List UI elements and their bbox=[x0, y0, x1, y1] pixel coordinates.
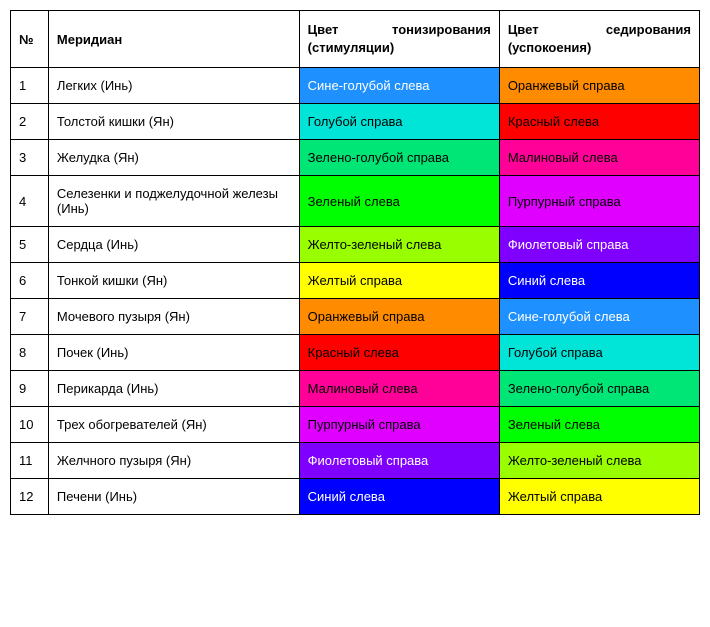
cell-meridian: Трех обогревателей (Ян) bbox=[48, 407, 299, 443]
cell-stimulation: Желто-зеленый слева bbox=[299, 227, 499, 263]
meridian-color-table: № Меридиан Цвет тонизирования (стимуляци… bbox=[10, 10, 700, 515]
cell-sedation: Оранжевый справа bbox=[499, 68, 699, 104]
cell-stimulation: Синий слева bbox=[299, 479, 499, 515]
cell-sedation: Зелено-голубой справа bbox=[499, 371, 699, 407]
cell-sedation: Малиновый слева bbox=[499, 140, 699, 176]
cell-num: 9 bbox=[11, 371, 49, 407]
cell-sedation: Зеленый слева bbox=[499, 407, 699, 443]
cell-meridian: Желудка (Ян) bbox=[48, 140, 299, 176]
cell-num: 4 bbox=[11, 176, 49, 227]
header-stimulation: Цвет тонизирования (стимуляции) bbox=[299, 11, 499, 68]
table-row: 5Сердца (Инь)Желто-зеленый слеваФиолетов… bbox=[11, 227, 700, 263]
table-row: 10Трех обогревателей (Ян)Пурпурный справ… bbox=[11, 407, 700, 443]
cell-stimulation: Желтый справа bbox=[299, 263, 499, 299]
cell-num: 11 bbox=[11, 443, 49, 479]
cell-sedation: Желтый справа bbox=[499, 479, 699, 515]
cell-stimulation: Оранжевый справа bbox=[299, 299, 499, 335]
table-row: 8Почек (Инь)Красный слеваГолубой справа bbox=[11, 335, 700, 371]
table-row: 4Селезенки и поджелудочной железы (Инь)З… bbox=[11, 176, 700, 227]
table-row: 7Мочевого пузыря (Ян)Оранжевый справаСин… bbox=[11, 299, 700, 335]
cell-num: 2 bbox=[11, 104, 49, 140]
cell-sedation: Синий слева bbox=[499, 263, 699, 299]
cell-meridian: Мочевого пузыря (Ян) bbox=[48, 299, 299, 335]
cell-sedation: Фиолетовый справа bbox=[499, 227, 699, 263]
table-row: 2Толстой кишки (Ян)Голубой справаКрасный… bbox=[11, 104, 700, 140]
cell-meridian: Толстой кишки (Ян) bbox=[48, 104, 299, 140]
cell-meridian: Желчного пузыря (Ян) bbox=[48, 443, 299, 479]
cell-meridian: Селезенки и поджелудочной железы (Инь) bbox=[48, 176, 299, 227]
cell-meridian: Легких (Инь) bbox=[48, 68, 299, 104]
cell-stimulation: Сине-голубой слева bbox=[299, 68, 499, 104]
cell-stimulation: Малиновый слева bbox=[299, 371, 499, 407]
cell-meridian: Тонкой кишки (Ян) bbox=[48, 263, 299, 299]
cell-num: 8 bbox=[11, 335, 49, 371]
cell-meridian: Почек (Инь) bbox=[48, 335, 299, 371]
header-meridian: Меридиан bbox=[48, 11, 299, 68]
cell-stimulation: Зелено-голубой справа bbox=[299, 140, 499, 176]
cell-meridian: Перикарда (Инь) bbox=[48, 371, 299, 407]
header-num: № bbox=[11, 11, 49, 68]
table-row: 11Желчного пузыря (Ян)Фиолетовый справаЖ… bbox=[11, 443, 700, 479]
cell-sedation: Сине-голубой слева bbox=[499, 299, 699, 335]
cell-sedation: Голубой справа bbox=[499, 335, 699, 371]
table-row: 12Печени (Инь)Синий слеваЖелтый справа bbox=[11, 479, 700, 515]
cell-num: 5 bbox=[11, 227, 49, 263]
table-row: 1Легких (Инь)Сине-голубой слеваОранжевый… bbox=[11, 68, 700, 104]
cell-stimulation: Голубой справа bbox=[299, 104, 499, 140]
cell-stimulation: Красный слева bbox=[299, 335, 499, 371]
cell-meridian: Печени (Инь) bbox=[48, 479, 299, 515]
cell-num: 12 bbox=[11, 479, 49, 515]
cell-stimulation: Фиолетовый справа bbox=[299, 443, 499, 479]
header-sedation: Цвет седирования (успокоения) bbox=[499, 11, 699, 68]
table-body: 1Легких (Инь)Сине-голубой слеваОранжевый… bbox=[11, 68, 700, 515]
cell-sedation: Пурпурный справа bbox=[499, 176, 699, 227]
cell-num: 1 bbox=[11, 68, 49, 104]
cell-stimulation: Зеленый слева bbox=[299, 176, 499, 227]
table-row: 6Тонкой кишки (Ян)Желтый справаСиний сле… bbox=[11, 263, 700, 299]
cell-sedation: Желто-зеленый слева bbox=[499, 443, 699, 479]
table-row: 3Желудка (Ян)Зелено-голубой справаМалино… bbox=[11, 140, 700, 176]
cell-num: 6 bbox=[11, 263, 49, 299]
table-header-row: № Меридиан Цвет тонизирования (стимуляци… bbox=[11, 11, 700, 68]
cell-num: 10 bbox=[11, 407, 49, 443]
cell-num: 7 bbox=[11, 299, 49, 335]
table-row: 9Перикарда (Инь)Малиновый слеваЗелено-го… bbox=[11, 371, 700, 407]
cell-num: 3 bbox=[11, 140, 49, 176]
cell-meridian: Сердца (Инь) bbox=[48, 227, 299, 263]
cell-stimulation: Пурпурный справа bbox=[299, 407, 499, 443]
cell-sedation: Красный слева bbox=[499, 104, 699, 140]
